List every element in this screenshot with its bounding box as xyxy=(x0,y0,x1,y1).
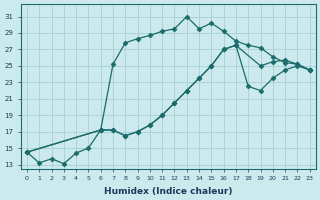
X-axis label: Humidex (Indice chaleur): Humidex (Indice chaleur) xyxy=(104,187,233,196)
